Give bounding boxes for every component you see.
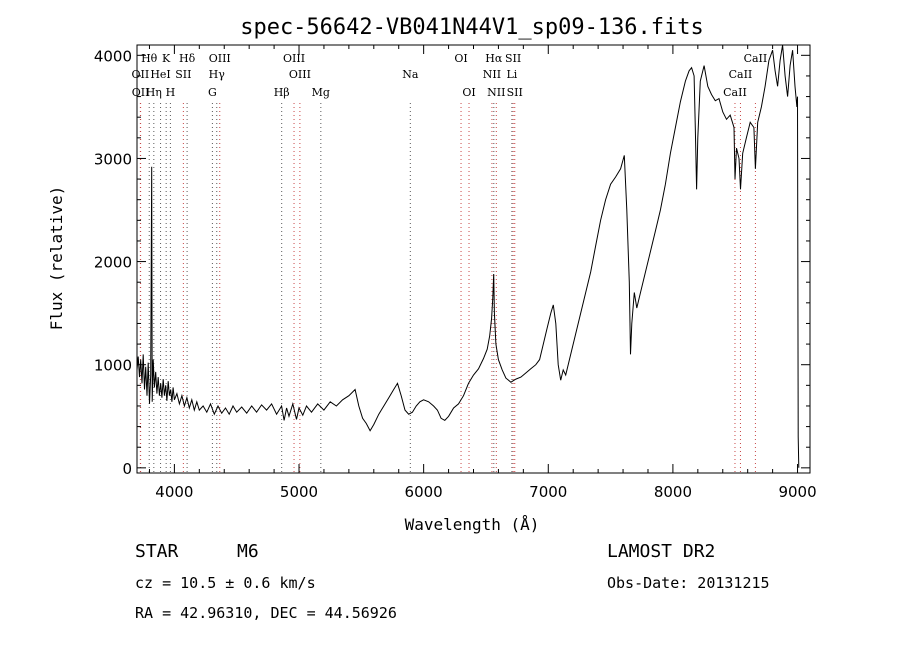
spectral-line-label: OI (462, 86, 475, 99)
spectral-line-label: Li (506, 68, 517, 81)
spectral-line-label: OII (132, 86, 150, 99)
spectral-line-label: SII (505, 52, 521, 65)
object-subclass: M6 (237, 541, 259, 562)
spectrum-series-line (136, 44, 800, 468)
spectral-line-label: Mg (312, 86, 330, 99)
spectral-line-label: CaII (744, 52, 768, 65)
spectral-line-label: CaII (729, 68, 753, 81)
spectral-line-label: CaII (723, 86, 747, 99)
x-axis-label: Wavelength (Å) (405, 515, 540, 534)
spectral-line-label: SII (507, 86, 523, 99)
x-tick-label: 7000 (529, 483, 567, 501)
x-tick-label: 8000 (654, 483, 692, 501)
spectral-line-label: H (166, 86, 176, 99)
x-tick-label: 4000 (155, 483, 193, 501)
y-tick-label: 0 (122, 460, 132, 478)
chart-title: spec-56642-VB041N44V1_sp09-136.fits (240, 15, 704, 40)
x-tick-label: 9000 (778, 483, 816, 501)
spectral-line-label: Hβ (274, 86, 290, 99)
axis-ticks: 4000 5000 6000 7000 8000 9000 0 1000 2000 3000 400… (94, 45, 817, 501)
object-type: STAR (135, 541, 179, 562)
spectral-line-label: Hθ (141, 52, 158, 65)
plot-frame (136, 44, 811, 474)
y-axis-label: Flux (relative) (47, 186, 66, 331)
spectral-line-label: Hη (146, 86, 162, 99)
spectral-line-label: SII (175, 68, 191, 81)
spectral-line-label: Na (402, 68, 419, 81)
y-tick-label: 3000 (94, 150, 132, 168)
survey-name: LAMOST DR2 (607, 541, 716, 562)
spectral-line-label: G (208, 86, 217, 99)
x-tick-label: 5000 (280, 483, 318, 501)
y-tick-label: 4000 (94, 47, 132, 65)
spectral-line-label: Hα (485, 52, 503, 65)
spectral-line-label: Hδ (179, 52, 196, 65)
coordinates: RA = 42.96310, DEC = 44.56926 (135, 604, 397, 622)
observation-date: Obs-Date: 20131215 (607, 574, 770, 592)
redshift-line: cz = 10.5 ± 0.6 km/s (135, 574, 316, 592)
spectral-line-label: OII (132, 68, 150, 81)
spectral-line-label: HeI (150, 68, 170, 81)
y-tick-label: 1000 (94, 357, 132, 375)
y-tick-label: 2000 (94, 254, 132, 272)
spectral-line-label: K (162, 52, 171, 65)
spectral-line-label: Hγ (209, 68, 226, 81)
spectral-line-label: NII (487, 86, 505, 99)
spectral-line-label: OIII (283, 52, 305, 65)
spectral-line-label: OIII (209, 52, 231, 65)
spectral-line-label: NII (483, 68, 501, 81)
spectral-line-label: OI (454, 52, 467, 65)
spectral-line-label: OIII (289, 68, 311, 81)
x-tick-label: 6000 (405, 483, 443, 501)
